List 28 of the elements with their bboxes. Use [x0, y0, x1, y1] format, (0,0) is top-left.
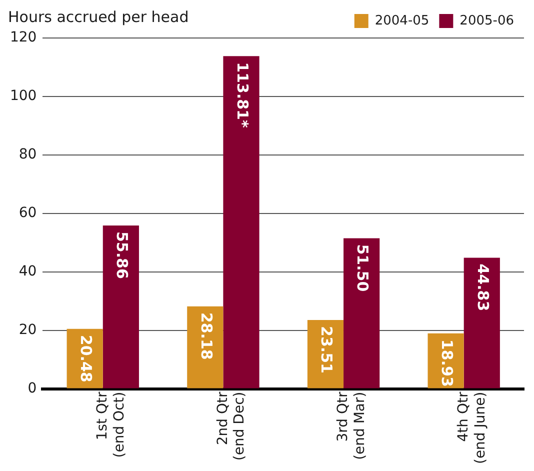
bar [307, 320, 344, 388]
legend-label: 2005-06 [460, 13, 514, 28]
y-tick-label: 20 [18, 322, 37, 338]
x-tick-label: 3rd Qtr (end Mar) [335, 392, 368, 460]
y-tick-label: 0 [28, 380, 37, 396]
y-tick-label: 120 [10, 30, 37, 46]
data-label: 113.81* [233, 62, 252, 128]
bar [187, 306, 224, 388]
x-tick-label: 1st Qtr (end Oct) [94, 392, 128, 458]
bar [102, 225, 139, 388]
data-label: 18.93 [438, 339, 456, 387]
data-label: 44.83 [474, 264, 492, 312]
data-label: 20.48 [76, 334, 95, 382]
y-tick-label: 80 [18, 146, 37, 163]
x-tick-label: 4th Qtr (end June) [455, 392, 488, 464]
x-tick-label: 2nd Qtr (end Dec) [214, 392, 248, 461]
data-label: 55.86 [113, 231, 132, 279]
bar [464, 258, 500, 388]
y-tick-label: 40 [18, 263, 37, 280]
legend-label: 2004-05 [374, 13, 430, 28]
bar [344, 238, 380, 388]
y-axis-title: Hours accrued per head [8, 8, 189, 26]
data-label: 51.50 [354, 244, 372, 292]
data-label: 28.18 [197, 312, 216, 360]
bar [223, 56, 260, 388]
y-tick-label: 100 [10, 88, 37, 104]
y-tick-label: 60 [18, 205, 37, 222]
data-label: 23.51 [318, 326, 336, 374]
